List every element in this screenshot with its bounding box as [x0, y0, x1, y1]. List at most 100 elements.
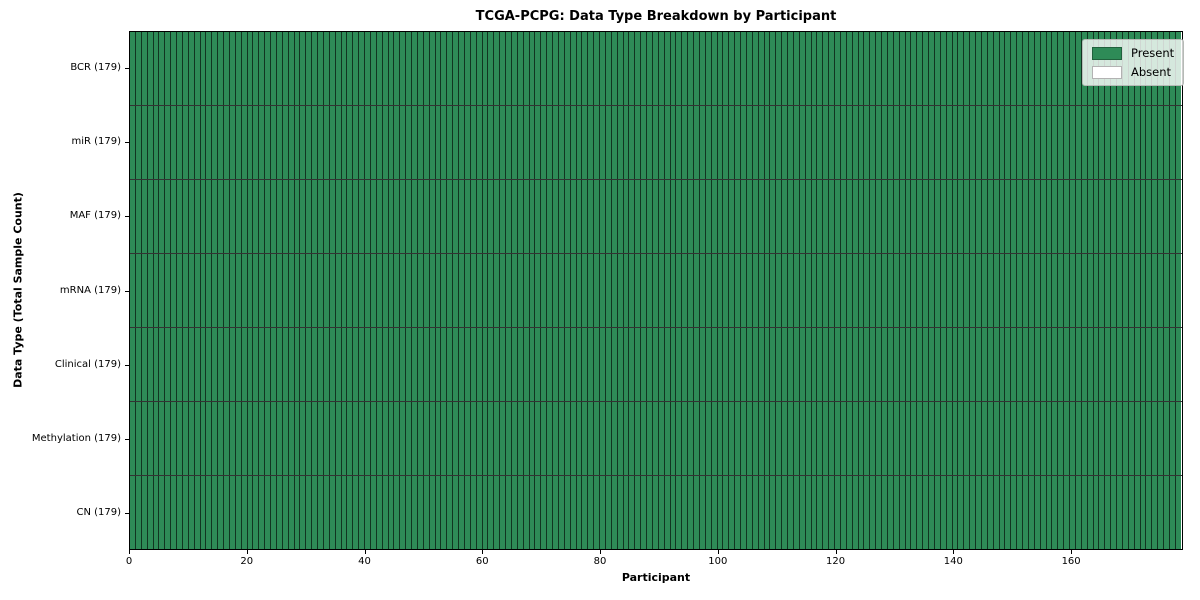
- heatmap-cell: [412, 254, 418, 327]
- heatmap-cell: [265, 180, 271, 253]
- heatmap-cell: [600, 32, 606, 105]
- heatmap-cell: [400, 328, 407, 401]
- heatmap-cell: [1023, 402, 1029, 475]
- heatmap-cell: [464, 180, 471, 253]
- heatmap-cell: [717, 32, 724, 105]
- heatmap-cell: [406, 476, 412, 549]
- heatmap-cell: [846, 402, 853, 475]
- heatmap-cell: [658, 180, 665, 253]
- heatmap-cell: [1146, 402, 1153, 475]
- heatmap-cell: [611, 476, 618, 549]
- heatmap-cell: [500, 328, 506, 401]
- heatmap-cell: [412, 476, 418, 549]
- heatmap-cell: [899, 402, 906, 475]
- heatmap-cell: [1134, 254, 1141, 327]
- heatmap-cell: [788, 476, 794, 549]
- heatmap-cell: [1169, 476, 1176, 549]
- heatmap-cell: [735, 476, 741, 549]
- heatmap-cell: [541, 402, 548, 475]
- heatmap-cell: [682, 180, 689, 253]
- heatmap-cell: [1140, 180, 1147, 253]
- heatmap-cell: [1052, 254, 1059, 327]
- heatmap-cell: [664, 106, 671, 179]
- heatmap-cell: [741, 476, 747, 549]
- heatmap-cell: [200, 476, 207, 549]
- heatmap-cell: [141, 328, 148, 401]
- heatmap-cell: [517, 402, 524, 475]
- heatmap-cell: [770, 476, 777, 549]
- heatmap-cell: [1169, 180, 1176, 253]
- heatmap-cell: [993, 180, 1000, 253]
- heatmap-cell: [852, 106, 859, 179]
- heatmap-cell: [811, 402, 818, 475]
- heatmap-cell: [1105, 402, 1112, 475]
- heatmap-cell: [1169, 402, 1176, 475]
- heatmap-cell: [1128, 180, 1135, 253]
- heatmap-cell: [435, 106, 442, 179]
- heatmap-cell: [541, 476, 548, 549]
- heatmap-cell: [547, 32, 553, 105]
- heatmap-cell: [453, 32, 459, 105]
- heatmap-cell: [306, 328, 313, 401]
- heatmap-cell: [676, 32, 683, 105]
- heatmap-cell: [529, 180, 536, 253]
- heatmap-cell: [423, 106, 430, 179]
- heatmap-cell: [306, 254, 313, 327]
- heatmap-cell: [177, 476, 183, 549]
- heatmap-cell: [840, 328, 847, 401]
- heatmap-cell: [688, 328, 694, 401]
- heatmap-cell: [494, 180, 501, 253]
- heatmap-cell: [793, 254, 800, 327]
- heatmap-cell: [588, 402, 595, 475]
- heatmap-cell: [529, 106, 536, 179]
- heatmap-cell: [1081, 402, 1088, 475]
- heatmap-cell: [177, 180, 183, 253]
- heatmap-cell: [629, 402, 636, 475]
- y-tick-label-bcr: BCR (179): [70, 62, 121, 74]
- heatmap-cell: [911, 402, 918, 475]
- heatmap-cell: [212, 180, 219, 253]
- y-tick-mark: [125, 68, 129, 70]
- heatmap-cell: [946, 254, 953, 327]
- heatmap-cell: [1146, 254, 1153, 327]
- heatmap-cell: [717, 476, 724, 549]
- heatmap-cell: [835, 476, 841, 549]
- heatmap-cell: [335, 32, 342, 105]
- heatmap-cell: [147, 402, 154, 475]
- heatmap-cell: [770, 106, 777, 179]
- heatmap-cell: [212, 476, 219, 549]
- heatmap-cell: [870, 402, 877, 475]
- heatmap-cell: [464, 402, 471, 475]
- heatmap-cell: [711, 32, 718, 105]
- heatmap-cell: [934, 32, 941, 105]
- heatmap-cell: [547, 476, 553, 549]
- heatmap-cell: [1117, 106, 1123, 179]
- heatmap-cell: [523, 402, 530, 475]
- heatmap-cell: [764, 476, 771, 549]
- heatmap-cell: [688, 402, 694, 475]
- heatmap-cell: [893, 328, 900, 401]
- heatmap-row-cn: [130, 476, 1182, 549]
- heatmap-cell: [323, 402, 330, 475]
- heatmap-cell: [1023, 254, 1029, 327]
- heatmap-cell: [641, 476, 647, 549]
- heatmap-cell: [835, 32, 841, 105]
- heatmap-cell: [306, 106, 313, 179]
- heatmap-cell: [470, 476, 477, 549]
- heatmap-cell: [1128, 328, 1135, 401]
- heatmap-cell: [235, 328, 242, 401]
- heatmap-cell: [958, 32, 965, 105]
- heatmap-cell: [1058, 402, 1065, 475]
- heatmap-cell: [312, 328, 318, 401]
- heatmap-cell: [130, 32, 136, 105]
- heatmap-cell: [782, 254, 788, 327]
- heatmap-cell: [882, 106, 888, 179]
- heatmap-cell: [829, 476, 835, 549]
- heatmap-cell: [987, 476, 994, 549]
- heatmap-cell: [235, 180, 242, 253]
- heatmap-cell: [318, 106, 324, 179]
- heatmap-cell: [858, 328, 865, 401]
- heatmap-cell: [570, 254, 577, 327]
- heatmap-cell: [171, 32, 177, 105]
- heatmap-cell: [905, 254, 912, 327]
